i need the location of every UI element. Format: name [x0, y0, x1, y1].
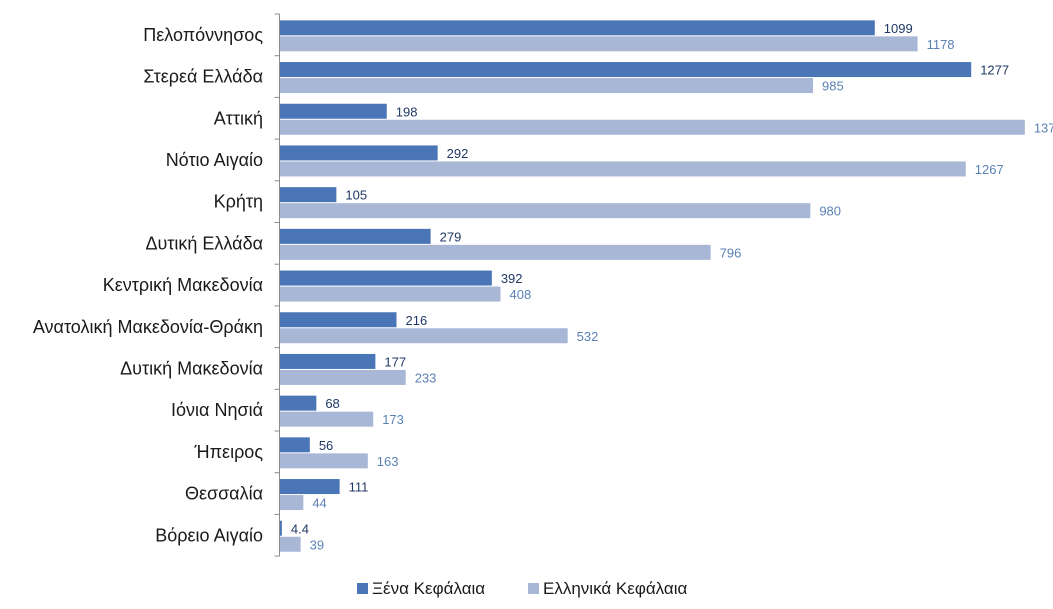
data-label: 177 — [384, 354, 406, 369]
data-label: 68 — [325, 396, 339, 411]
bar-greek-capital — [279, 495, 304, 511]
legend-swatch — [528, 583, 539, 594]
category-label: Ανατολική Μακεδονία-Θράκη — [33, 317, 263, 337]
legend-label: Ξένα Κεφάλαια — [372, 579, 485, 598]
legend: Ξένα Κεφάλαια Ελληνικά Κεφάλαια — [357, 579, 688, 598]
data-label: 532 — [577, 329, 599, 344]
data-label: 985 — [822, 79, 844, 94]
data-label: 392 — [501, 271, 523, 286]
category-label: Πελοπόννησος — [143, 25, 263, 45]
bar-greek-capital — [279, 411, 374, 427]
data-label: 173 — [382, 412, 404, 427]
bar-greek-capital — [279, 78, 814, 94]
bar-foreign-capital — [279, 103, 387, 119]
data-label: 198 — [396, 104, 418, 119]
bar-foreign-capital — [279, 62, 972, 78]
bar-foreign-capital — [279, 145, 438, 161]
data-label: 4.4 — [291, 521, 309, 536]
bar-foreign-capital — [279, 520, 282, 536]
category-label: Δυτική Ελλάδα — [145, 233, 263, 253]
data-label: 1277 — [980, 63, 1009, 78]
legend-swatch — [357, 583, 368, 594]
data-label: 216 — [406, 313, 428, 328]
bar-greek-capital — [279, 536, 301, 552]
bar-greek-capital — [279, 119, 1025, 135]
bar-greek-capital — [279, 328, 568, 344]
data-label: 1178 — [927, 37, 955, 52]
bar-foreign-capital — [279, 20, 875, 36]
category-label: Κεντρική Μακεδονία — [103, 275, 263, 295]
bar-foreign-capital — [279, 353, 376, 369]
bar-foreign-capital — [279, 270, 492, 286]
data-label: 1267 — [975, 162, 1004, 177]
data-label: 1099 — [884, 21, 913, 36]
category-label: Κρήτη — [214, 192, 263, 212]
bar-foreign-capital — [279, 312, 397, 328]
data-label: 105 — [345, 188, 367, 203]
bar-greek-capital — [279, 161, 966, 177]
category-label: Βόρειο Αιγαίο — [155, 525, 263, 545]
bar-greek-capital — [279, 369, 406, 385]
bar-foreign-capital — [279, 395, 317, 411]
labels-layer: Πελοπόννησος 1099 1178 Στερεά Ελλάδα 1277 985… — [33, 21, 1053, 552]
bar-foreign-capital — [279, 187, 337, 203]
bar-greek-capital — [279, 36, 918, 52]
bar-greek-capital — [279, 453, 368, 469]
data-label: 163 — [377, 454, 399, 469]
data-label: 408 — [510, 287, 532, 302]
bar-greek-capital — [279, 203, 811, 219]
category-label: Ιόνια Νησιά — [171, 400, 263, 420]
data-label: 1376 — [1034, 120, 1053, 135]
data-label: 111 — [349, 480, 369, 495]
bar-foreign-capital — [279, 479, 340, 495]
legend-label: Ελληνικά Κεφάλαια — [543, 579, 688, 598]
bar-greek-capital — [279, 286, 501, 302]
data-label: 56 — [319, 438, 333, 453]
data-label: 279 — [440, 229, 462, 244]
data-label: 39 — [310, 537, 324, 552]
category-label: Στερεά Ελλάδα — [143, 67, 263, 87]
category-label: Αττική — [214, 108, 263, 128]
data-label: 796 — [720, 245, 742, 260]
axis-layer — [274, 13, 280, 557]
category-label: Νότιο Αιγαίο — [166, 150, 263, 170]
category-label: Δυτική Μακεδονία — [120, 358, 263, 378]
bar-foreign-capital — [279, 228, 431, 244]
data-label: 292 — [447, 146, 469, 161]
bars-layer — [279, 20, 1025, 552]
bar-foreign-capital — [279, 437, 310, 453]
bar-greek-capital — [279, 244, 711, 260]
category-label: Ήπειρος — [194, 442, 264, 462]
data-label: 233 — [415, 370, 437, 385]
category-label: Θεσσαλία — [185, 484, 263, 504]
data-label: 44 — [312, 496, 326, 511]
data-label: 980 — [819, 204, 841, 219]
